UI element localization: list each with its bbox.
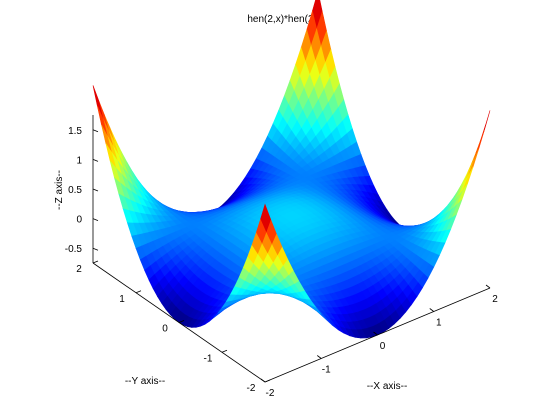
- surface-patch: [468, 148, 480, 175]
- z-tick-label: 0: [76, 215, 82, 226]
- x-tick-label: -1: [322, 365, 331, 376]
- x-ticks: -2 -1 0 1 2: [260, 284, 498, 399]
- chart-title: hen(2,x)*hen(2,y): [247, 14, 324, 25]
- y-axis-label: --Y axis--: [125, 376, 165, 387]
- z-tick-label: -0.5: [65, 244, 83, 255]
- z-tick-mark: [92, 129, 99, 133]
- x-tick-label: 2: [492, 294, 498, 305]
- z-tick-label: 1.5: [68, 126, 82, 137]
- y-tick-mark: [135, 290, 142, 294]
- z-tick-mark: [92, 188, 99, 192]
- y-tick-label: -1: [204, 353, 213, 364]
- surface-patch: [260, 203, 271, 233]
- y-tick-mark: [92, 260, 99, 264]
- z-tick-label: 0.5: [68, 185, 82, 196]
- y-tick-label: 2: [76, 264, 82, 275]
- z-tick-mark: [92, 218, 99, 221]
- y-ticks: -2 -1 0 1 2: [76, 260, 271, 394]
- x-tick-mark: [485, 284, 491, 289]
- surface-mesh: [92, 0, 491, 339]
- z-ticks: -0.5 0 0.5 1 1.5: [65, 126, 99, 255]
- surface-patch: [92, 85, 104, 119]
- z-tick-mark: [92, 247, 99, 251]
- y-tick-mark: [264, 379, 271, 383]
- x-tick-mark: [373, 331, 378, 336]
- x-tick-label: -2: [266, 388, 275, 399]
- y-tick-mark: [178, 320, 185, 323]
- x-tick-label: 1: [436, 318, 442, 329]
- y-tick-mark: [221, 349, 228, 353]
- x-tick-mark: [260, 378, 266, 383]
- x-tick-mark: [429, 308, 434, 312]
- x-tick-label: 0: [380, 341, 386, 352]
- axes: -2 -1 0 1 2 -2 -1 0 1 2 -0.5 0 0.5 1 1.5: [65, 115, 498, 399]
- x-axis-label: --X axis--: [367, 381, 408, 392]
- z-axis-label: --Z axis--: [54, 170, 65, 210]
- z-tick-label: 1: [76, 155, 82, 166]
- x-tick-mark: [317, 355, 322, 359]
- surface-patch: [474, 129, 485, 159]
- y-tick-label: -2: [247, 383, 256, 394]
- y-tick-label: 0: [162, 324, 168, 335]
- z-tick-mark: [92, 159, 99, 162]
- y-tick-label: 1: [119, 294, 125, 305]
